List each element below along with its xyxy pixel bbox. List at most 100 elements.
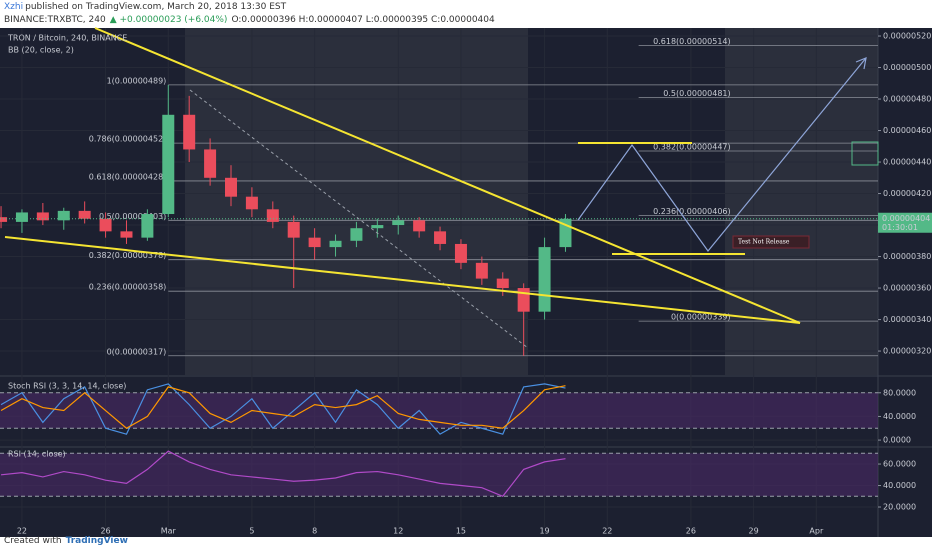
ohlc: O:0.00000396 H:0.00000407 L:0.00000395 C… bbox=[231, 15, 495, 25]
data-layer: 22 26 Mar 5 8 12 15 19 22 26 29 Apr 0.00000520 0.0000… bbox=[0, 28, 932, 536]
candle-body bbox=[36, 212, 49, 221]
fib-label: 0(0.00000339) bbox=[671, 313, 731, 322]
fib-label: 0(0.00000317) bbox=[107, 347, 167, 356]
fib-label: 0.618(0.00000514) bbox=[653, 37, 731, 46]
y-tick-label: 20.0000 bbox=[883, 503, 916, 512]
change: ▲ +0.00000023 (+6.04%) bbox=[109, 15, 228, 25]
header-line: Xzhi published on TradingView.com, March … bbox=[4, 2, 290, 12]
published: published on TradingView.com, March 20, … bbox=[25, 2, 287, 12]
fib-label: 0.5(0.00000403) bbox=[99, 212, 166, 221]
candle-body bbox=[496, 278, 509, 289]
projection-path bbox=[577, 57, 867, 252]
chart-subtitle: BB (20, close, 2) bbox=[8, 46, 74, 55]
x-tick-label: 12 bbox=[393, 527, 403, 536]
candle-body bbox=[475, 262, 488, 279]
fib-label: 0.618(0.00000428) bbox=[89, 172, 167, 181]
y-tick-label: 0.00000340 bbox=[883, 315, 931, 324]
candle-body bbox=[15, 212, 28, 222]
pane-title: RSI (14, close) bbox=[8, 450, 66, 459]
candle-body bbox=[266, 209, 279, 222]
drawings: Test Not Release TRON / Bitcoin, 240, BI… bbox=[4, 27, 879, 459]
fib-label: 0.236(0.00000358) bbox=[89, 283, 167, 292]
author[interactable]: Xzhi bbox=[4, 2, 24, 12]
brand[interactable]: TradingView bbox=[65, 536, 128, 546]
note: Test Not Release bbox=[738, 239, 790, 246]
y-tick-label: 0.00000320 bbox=[883, 347, 931, 356]
fib-label: 0.786(0.00000452) bbox=[89, 135, 167, 144]
y-tick-label: 40.0000 bbox=[883, 481, 916, 490]
trend-line bbox=[4, 236, 801, 324]
candle-body bbox=[224, 177, 237, 197]
note-box bbox=[732, 235, 810, 249]
candle-body bbox=[141, 214, 154, 238]
candle-body bbox=[454, 243, 467, 263]
x-tick-label: 26 bbox=[686, 527, 696, 536]
y-tick-label: 0.00000480 bbox=[883, 95, 931, 104]
created: Created with bbox=[4, 536, 62, 546]
y-tick-label: 80.0000 bbox=[883, 388, 916, 397]
candle-body bbox=[120, 231, 133, 238]
y-tick-label: 0.00000360 bbox=[883, 284, 931, 293]
footer: Created with TradingView bbox=[4, 536, 132, 546]
y-tick-label: 0.00000520 bbox=[883, 32, 931, 41]
y-tick-label: 0.00000460 bbox=[883, 126, 931, 135]
candle-body bbox=[78, 210, 91, 219]
candle-body bbox=[329, 240, 342, 248]
x-tick-label: 22 bbox=[17, 527, 27, 536]
x-tick-label: 26 bbox=[100, 527, 110, 536]
y-tick-label: 0.00000500 bbox=[883, 63, 931, 72]
x-tick-label: 15 bbox=[456, 527, 466, 536]
y-tick-label: 0.00000420 bbox=[883, 189, 931, 198]
trend-line bbox=[94, 27, 801, 324]
arrow-head bbox=[855, 57, 867, 70]
fib-label: 0.382(0.00000447) bbox=[653, 143, 731, 152]
candle-body bbox=[371, 225, 384, 229]
fib-trend bbox=[189, 89, 529, 349]
candle-body bbox=[57, 210, 70, 221]
fib-label: 1(0.00000489) bbox=[107, 76, 167, 85]
candle-body bbox=[517, 288, 530, 312]
candle-body bbox=[392, 220, 405, 226]
range-shade bbox=[185, 28, 528, 375]
x-tick-label: 8 bbox=[312, 527, 317, 536]
candle-body bbox=[99, 218, 112, 232]
x-tick-label: 5 bbox=[249, 527, 254, 536]
candle-body bbox=[162, 114, 175, 215]
candle-body bbox=[538, 247, 551, 312]
symbol-line: BINANCE:TRXBTC, 240 ▲ +0.00000023 (+6.04%… bbox=[4, 15, 499, 25]
countdown: 01:30:01 bbox=[882, 223, 918, 232]
candle-body bbox=[183, 114, 196, 150]
target-box bbox=[851, 141, 879, 166]
indicator-line bbox=[0, 385, 566, 429]
y-tick-label: 40.0000 bbox=[883, 412, 916, 421]
candle-body bbox=[413, 220, 426, 232]
candle-body bbox=[308, 237, 321, 248]
y-tick-label: 0.0000 bbox=[883, 436, 911, 445]
x-tick-label: 19 bbox=[539, 527, 549, 536]
candle-body bbox=[350, 228, 363, 241]
candle-body bbox=[287, 221, 300, 238]
x-tick-label: 22 bbox=[602, 527, 612, 536]
band-fill bbox=[0, 453, 878, 497]
y-tick-label: 0.00000380 bbox=[883, 252, 931, 261]
fib-label: 0.382(0.00000378) bbox=[89, 251, 167, 260]
x-tick-label: 29 bbox=[749, 527, 759, 536]
last-price: 0.00000404 bbox=[882, 214, 930, 223]
candle-body bbox=[0, 217, 8, 222]
candle-body bbox=[204, 149, 217, 178]
candle-body bbox=[245, 196, 258, 210]
x-tick-label: Apr bbox=[809, 527, 824, 536]
last-price-box bbox=[878, 212, 932, 233]
chart-title: TRON / Bitcoin, 240, BINANCE bbox=[7, 34, 127, 43]
y-tick-label: 60.0000 bbox=[883, 460, 916, 469]
fib-label: 0.5(0.00000481) bbox=[663, 89, 730, 98]
x-tick-label: Mar bbox=[161, 527, 177, 536]
y-tick-label: 0.00000440 bbox=[883, 158, 931, 167]
fib-label: 0.236(0.00000406) bbox=[653, 207, 731, 216]
indicator-line bbox=[0, 450, 566, 498]
symbol: BINANCE:TRXBTC, 240 bbox=[4, 15, 106, 25]
candle-body bbox=[434, 231, 447, 244]
pane-title: Stoch RSI (3, 3, 14, 14, close) bbox=[8, 382, 126, 391]
